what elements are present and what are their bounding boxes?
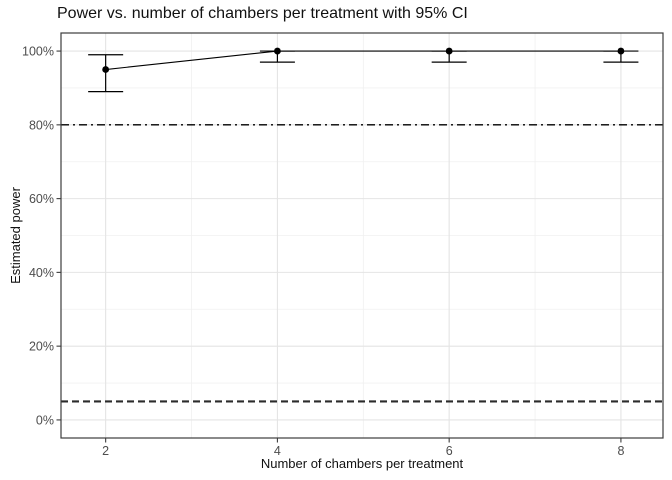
data-point [102,66,110,73]
x-tick-label: 2 [102,444,109,458]
y-tick-label: 100% [22,45,54,59]
y-tick-label: 40% [29,266,54,280]
y-tick-label: 20% [29,340,54,354]
y-axis-title-wrap: Estimated power [2,33,28,438]
data-point [445,47,453,55]
panel-border [60,32,664,439]
y-tick-label: 80% [29,118,54,132]
y-tick-label: 0% [36,413,54,427]
y-axis-title: Estimated power [7,187,23,284]
x-tick-label: 8 [617,444,624,458]
y-tick-label: 60% [29,192,54,206]
power-series-line [105,50,621,71]
x-tick-label: 4 [274,444,281,458]
x-axis-title: Number of chambers per treatment [260,456,464,471]
plot-title: Power vs. number of chambers per treatme… [57,5,468,22]
data-point [274,47,281,55]
data-point [617,47,625,55]
x-tick-label: 6 [446,444,453,458]
